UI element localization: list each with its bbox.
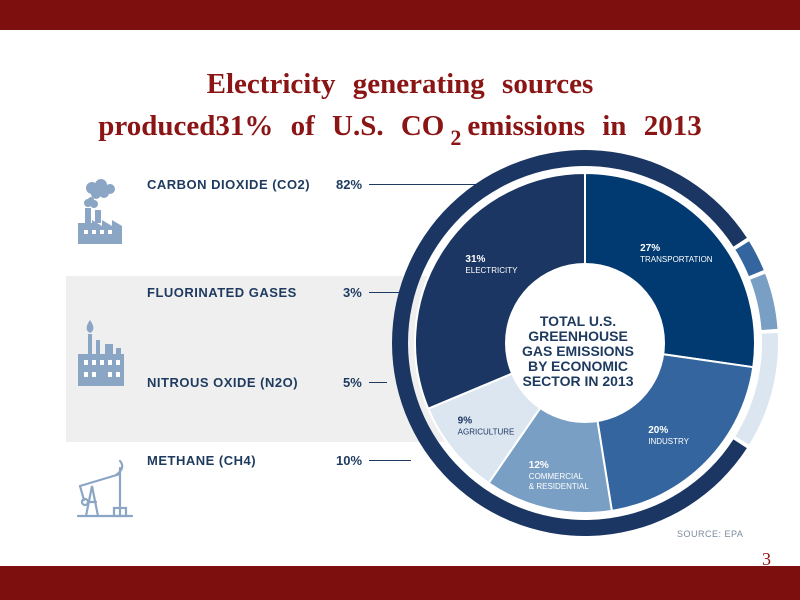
gas-label-fluorinated: FLUORINATED GASES [147, 285, 297, 300]
leader-line-co2 [369, 184, 493, 185]
center-title-line: TOTAL U.S. [540, 313, 616, 329]
gas-ring [391, 149, 778, 536]
center-title-line: GAS EMISSIONS [522, 343, 634, 359]
slide-title-line1: Electricity generating sources [206, 68, 594, 100]
ring-segment-nitrous-oxide-n2o [750, 273, 778, 331]
slide-title-line2-a: produced31% of U.S. CO [98, 110, 445, 142]
refinery-flame-icon [78, 320, 124, 386]
slice-value-agriculture: 9% [458, 416, 473, 427]
center-title-line: SECTOR IN 2013 [522, 373, 633, 389]
slide-title-line2: produced31% of U.S. CO 2 emissions in 2013 [0, 110, 800, 150]
factory-smoke-icon [78, 179, 122, 244]
leader-line-fluorinated [369, 292, 401, 293]
gas-label-co2: CARBON DIOXIDE (CO2) [147, 177, 311, 192]
slice-name-transportation: TRANSPORTATION [640, 255, 713, 264]
leader-line-methane [369, 460, 411, 461]
top-band [0, 0, 800, 30]
leader-line-n2o [369, 382, 387, 383]
center-title-line: BY ECONOMIC [528, 358, 628, 374]
slice-value-transportation: 27% [640, 243, 660, 254]
slice-name-electricity: ELECTRICITY [465, 266, 518, 275]
slice-labels: 27%TRANSPORTATION 20%INDUSTRY 12%COMMERCIA… [458, 243, 713, 491]
gas-pct-co2: 82% [336, 177, 363, 192]
slice-name-commercial-residential: & RESIDENTIAL [529, 482, 590, 491]
gas-label-methane: METHANE (CH4) [147, 453, 257, 468]
gas-label-n2o: NITROUS OXIDE (N2O) [147, 375, 299, 390]
gas-pct-fluorinated: 3% [343, 285, 362, 300]
gas-pct-n2o: 5% [343, 375, 362, 390]
slice-name-commercial-residential: COMMERCIAL [529, 472, 584, 481]
oil-pump-jack-icon [76, 459, 134, 518]
bottom-band [0, 566, 800, 600]
chart-center-hole [505, 263, 665, 423]
slide-title-subscript: 2 [450, 125, 462, 150]
slice-value-commercial-residential: 12% [529, 460, 549, 471]
page-number: 3 [762, 549, 771, 569]
gas-pct-methane: 10% [336, 453, 363, 468]
center-title-line: GREENHOUSE [528, 328, 628, 344]
slice-value-electricity: 31% [465, 254, 485, 265]
source-note: SOURCE: EPA [677, 529, 744, 539]
slice-name-industry: INDUSTRY [648, 437, 689, 446]
ring-segment-methane-ch4 [735, 332, 778, 445]
ring-segment-fluorinated-gases [735, 241, 764, 277]
slide-title-line2-b: emissions in 2013 [467, 110, 702, 142]
slice-value-industry: 20% [648, 425, 668, 436]
slice-name-agriculture: AGRICULTURE [458, 428, 515, 437]
